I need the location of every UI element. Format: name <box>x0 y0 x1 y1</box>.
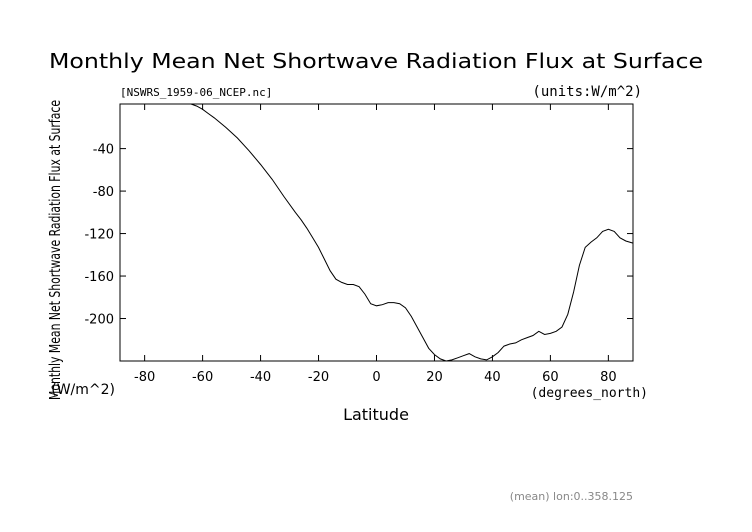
x-tick-label: -60 <box>192 370 213 385</box>
x-tick-label: 80 <box>600 370 617 385</box>
y-axis-label: Monthly Mean Net Shortwave Radiation Flu… <box>46 100 64 400</box>
x-axis: -80 -60 -40 -20 0 20 40 60 80 <box>134 104 617 385</box>
x-tick-label: 20 <box>426 370 443 385</box>
y-tick-label: -80 <box>93 185 114 200</box>
x-units-label: (degrees_north) <box>531 386 648 401</box>
x-tick-label: -80 <box>134 370 155 385</box>
y-tick-label: -200 <box>84 313 114 328</box>
footer-note: (mean) lon:0..358.125 <box>510 490 633 503</box>
x-tick-label: 60 <box>542 370 559 385</box>
x-tick-label: -20 <box>308 370 329 385</box>
x-axis-label: Latitude <box>343 405 409 424</box>
units-label: (units:W/m^2) <box>532 84 642 100</box>
y-tick-label: -160 <box>84 270 114 285</box>
x-tick-label: 40 <box>484 370 501 385</box>
y-axis: -40 -80 -120 -160 -200 <box>84 143 633 328</box>
y-tick-label: -120 <box>84 228 114 243</box>
chart-title: Monthly Mean Net Shortwave Radiation Flu… <box>49 49 703 73</box>
plot-area: -80 -60 -40 -20 0 20 40 60 80 -40-80-120-160-200 <box>84 103 634 385</box>
y-tick-label: -40 <box>93 143 114 158</box>
x-tick-label: 0 <box>372 370 380 385</box>
series-line <box>120 103 634 362</box>
plot-frame <box>119 103 634 362</box>
y-units-label: (W/m^2) <box>51 382 115 398</box>
x-tick-label: -40 <box>250 370 271 385</box>
dataset-label: [NSWRS_1959-06_NCEP.nc] <box>120 86 272 99</box>
